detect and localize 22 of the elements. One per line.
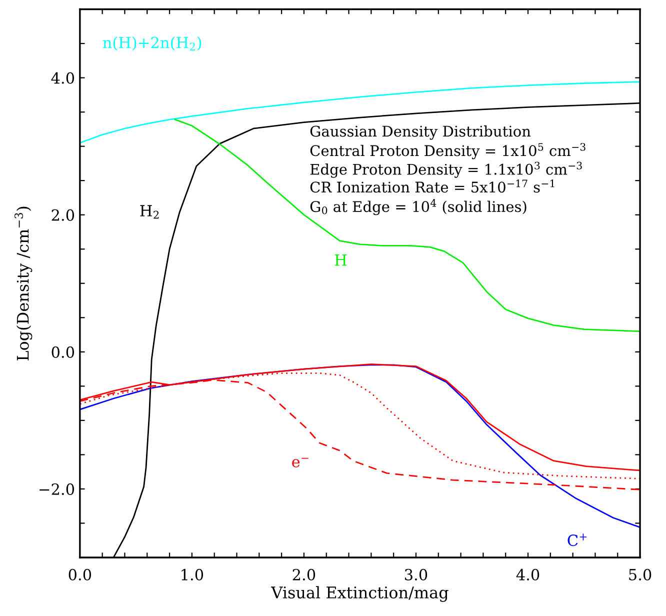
series-label: e$^{−}$: [292, 458, 308, 468]
x-tick-label: 3.0: [405, 568, 428, 580]
y-tick-label: 0.0: [52, 346, 74, 358]
x-axis-title: Visual Extinction/mag: [270, 586, 448, 602]
y-tick-label: 4.0: [51, 72, 74, 84]
series-label: H: [334, 254, 347, 266]
x-tick-label: 1.0: [182, 568, 204, 580]
annotation: Gaussian Density Distribution: [310, 125, 531, 140]
annotation: Central Proton Density = 1x10$^{5}$ cm$^{−3}$: [310, 143, 586, 160]
series-label: C$^{+}$: [568, 534, 587, 546]
x-tick-label: 2.0: [292, 568, 316, 580]
x-tick-label: 0.0: [68, 568, 92, 580]
x-tick-label: 5.0: [629, 568, 652, 580]
text: n(H)+2n(H$_{2}$): [102, 36, 202, 51]
y-axis-title: Log(Density /cm$^{−3}$): [14, 206, 32, 360]
y-tick-label: 2.0: [52, 209, 74, 221]
y-tick-label: −2.0: [40, 483, 74, 495]
annotation: Edge Proton Density = 1.1x10$^{3}$ cm$^{−3}$: [310, 162, 582, 178]
series-label: H$_{2}$: [140, 205, 159, 219]
annotation: CR Ionization Rate = 5x10$^{−17}$ s$^{−1}$: [310, 180, 554, 193]
x-tick-label: 4.0: [516, 568, 540, 580]
annotation: G$_{0}$ at Edge = 10$^{4}$ (solid lines): [310, 198, 526, 216]
